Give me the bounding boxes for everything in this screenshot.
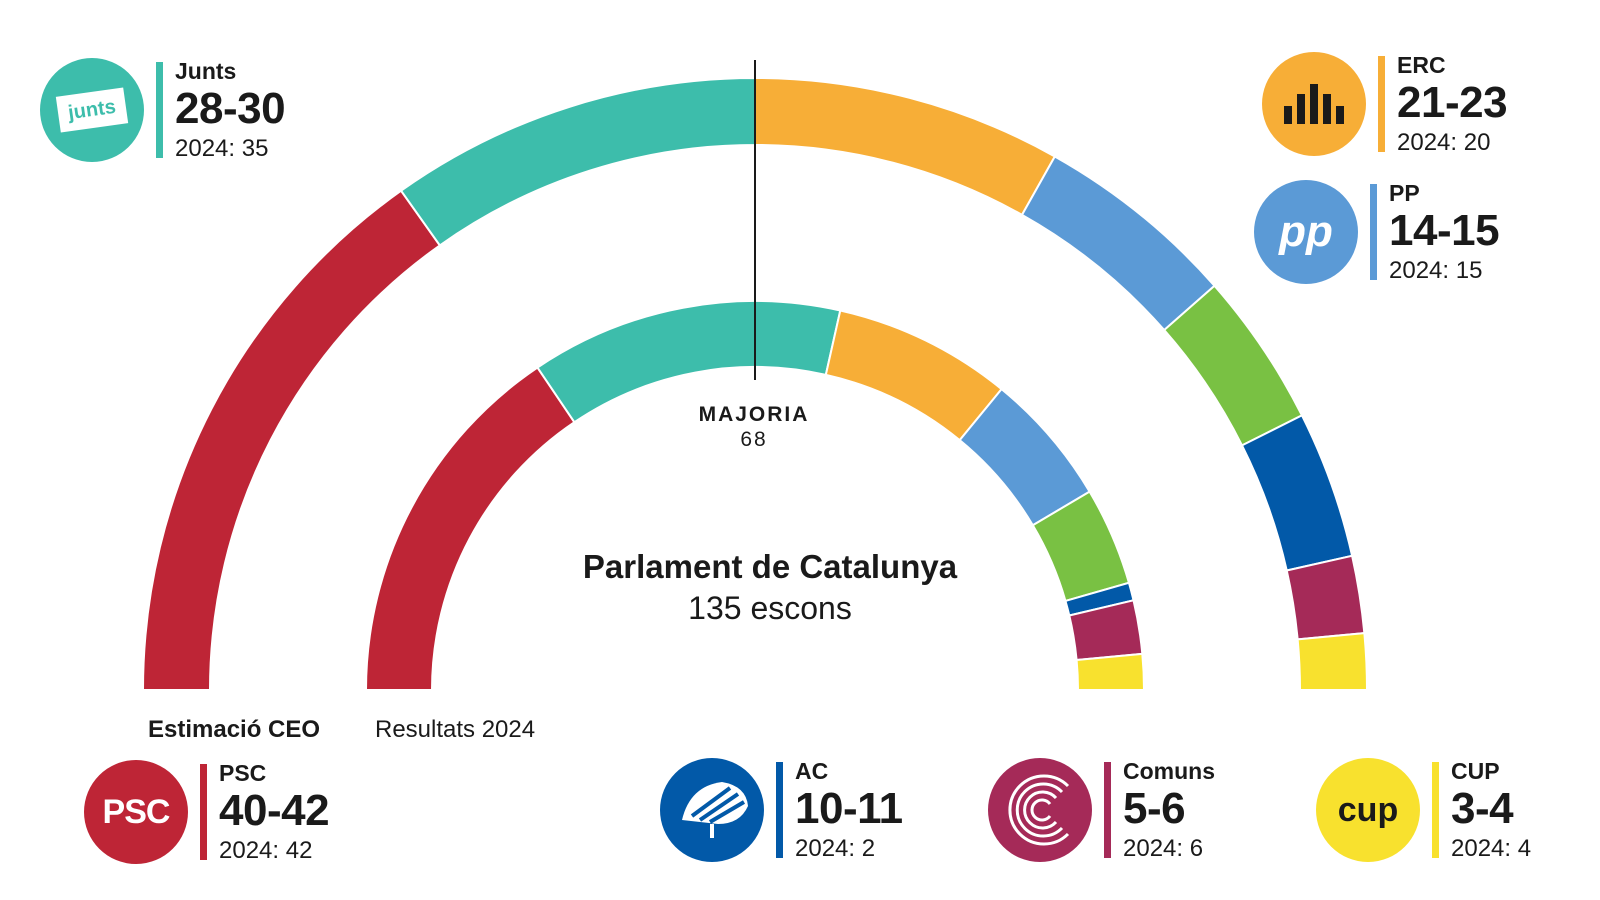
pp-name: PP [1389,179,1420,206]
ac-prev: 2024: 2 [795,834,876,862]
chart-title: Parlament de Catalunya [582,548,958,585]
segment-cup-2024 [1075,652,1146,691]
party-junts: junts Junts 28-30 2024: 35 [40,57,286,162]
junts-logo-icon: junts [40,58,144,162]
segment-psc-2024 [364,366,576,691]
cup-color-bar [1432,762,1439,858]
comuns-logo-icon [988,758,1092,862]
comuns-prev: 2024: 6 [1123,834,1204,862]
comuns-name: Comuns [1123,757,1215,784]
segment-pp-ceo [1020,155,1216,332]
psc-prev: 2024: 42 [219,836,313,864]
ring-estimacio-ceo [141,76,1369,691]
cup-range: 3-4 [1451,783,1514,833]
pp-range: 14-15 [1389,205,1500,255]
segment-cup-ceo [1296,632,1369,691]
pp-color-bar [1370,184,1377,280]
junts-range: 28-30 [175,83,286,133]
cup-logo-icon: cup [1316,758,1420,862]
erc-range: 21-23 [1397,77,1508,127]
ac-name: AC [795,757,829,784]
junts-color-bar [156,62,163,158]
cup-logo-text: cup [1337,790,1399,829]
segment-ac-ceo [1240,413,1354,572]
majority-value: 68 [740,428,768,451]
ac-color-bar [776,762,783,858]
ring-resultats-2024 [364,300,1146,691]
comuns-color-bar [1104,762,1111,858]
psc-color-bar [200,764,207,860]
party-psc: PSC PSC 40-42 2024: 42 [84,759,330,864]
erc-prev: 2024: 20 [1397,128,1491,156]
junts-logo-text: junts [66,95,118,124]
erc-logo-icon [1262,52,1366,156]
psc-logo-text: PSC [102,792,171,831]
party-cup: cup CUP 3-4 2024: 4 [1316,758,1531,862]
ac-logo-icon [660,758,764,862]
psc-logo-icon: PSC [84,760,188,864]
segment-erc-ceo [754,76,1057,217]
segment-junts-ceo [399,76,756,247]
party-erc: ERC 21-23 2024: 20 [1262,51,1508,156]
erc-name: ERC [1397,51,1446,78]
psc-range: 40-42 [219,785,330,835]
erc-color-bar [1378,56,1385,152]
chart-subtitle: 135 escons [688,590,852,626]
party-comuns: Comuns 5-6 2024: 6 [988,758,1215,862]
junts-name: Junts [175,57,237,84]
cup-name: CUP [1451,757,1500,784]
ring-label-inner: Resultats 2024 [375,716,536,743]
pp-logo-text: pp [1279,207,1333,256]
ring-label-outer: Estimació CEO [148,716,321,743]
cup-prev: 2024: 4 [1451,834,1532,862]
psc-name: PSC [219,759,267,786]
majority-label: MAJORIA [698,403,810,426]
pp-logo-icon: pp [1254,180,1358,284]
comuns-range: 5-6 [1123,783,1186,833]
party-ac: AC 10-11 2024: 2 [660,758,903,862]
party-pp: pp PP 14-15 2024: 15 [1254,179,1500,284]
pp-prev: 2024: 15 [1389,256,1483,284]
junts-prev: 2024: 35 [175,134,269,162]
segment-comuns-ceo [1285,554,1366,641]
ac-range: 10-11 [795,783,903,833]
